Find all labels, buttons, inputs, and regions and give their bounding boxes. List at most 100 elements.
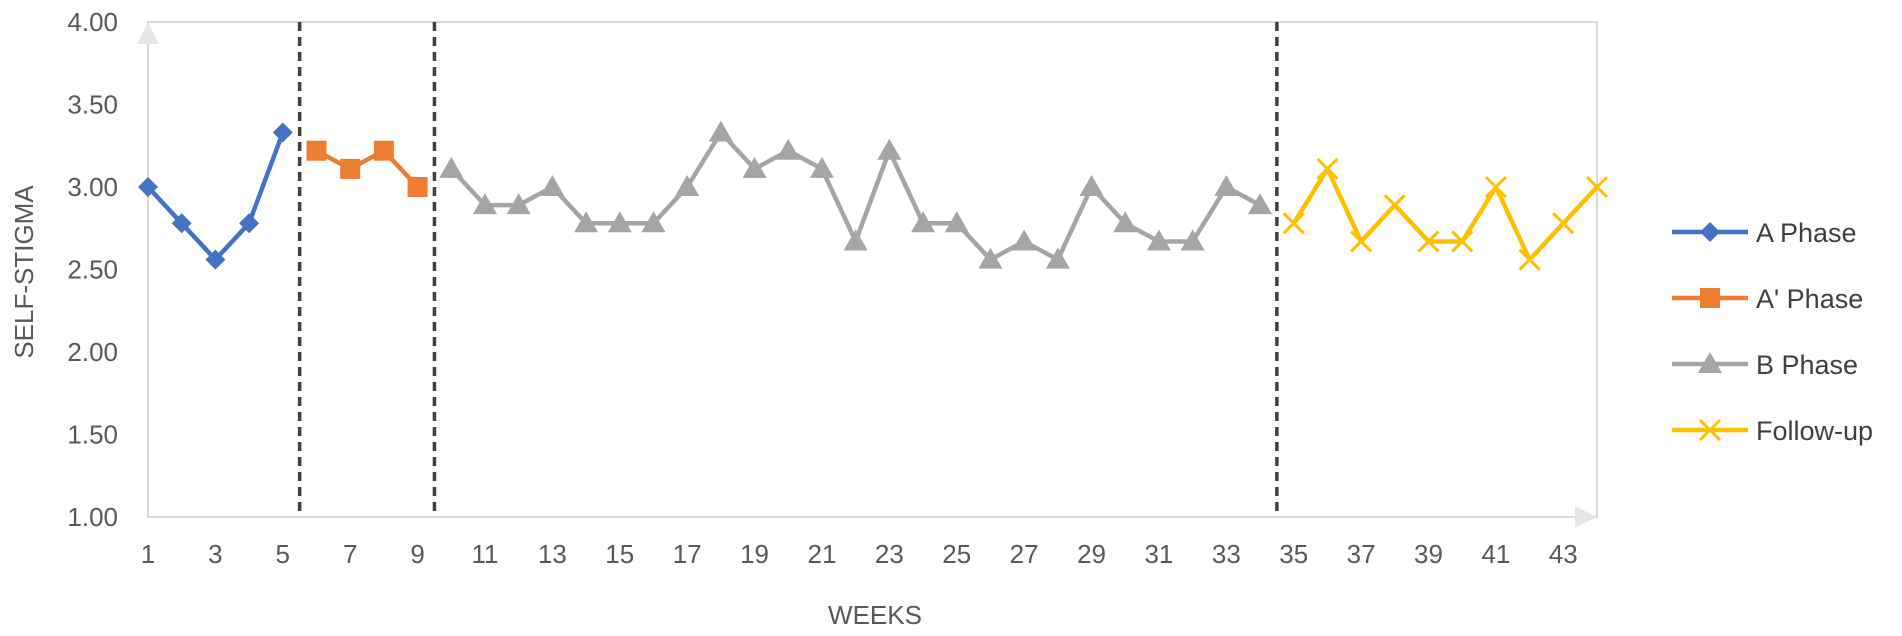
x-axis-title: WEEKS: [828, 600, 922, 630]
data-point: [306, 140, 327, 161]
y-axis-title: SELF-STIGMA: [9, 185, 39, 359]
x-tick-label: 43: [1549, 539, 1578, 569]
y-tick-label: 2.00: [67, 337, 118, 367]
legend: A Phase A' Phase B Phase Follow-up: [1672, 218, 1873, 446]
x-tick-label: 9: [410, 539, 424, 569]
phase-change-lines: [297, 22, 1279, 517]
x-tick-label: 19: [740, 539, 769, 569]
x-tick-label: 3: [208, 539, 222, 569]
data-point: [1350, 230, 1373, 253]
legend-item: Follow-up: [1672, 416, 1873, 446]
x-axis-arrowhead: [1575, 506, 1597, 528]
data-point: [607, 211, 632, 233]
data-point: [742, 156, 767, 178]
data-point: [776, 138, 801, 160]
data-point: [978, 247, 1003, 269]
y-axis-arrowhead: [137, 22, 159, 44]
series-line: [1291, 166, 1599, 262]
series-layer: [138, 120, 1609, 271]
data-point: [1012, 229, 1037, 251]
plot-area: [137, 21, 1598, 528]
x-tick-label: 1: [141, 539, 155, 569]
y-tick-label: 1.50: [67, 420, 118, 450]
series-line: [315, 148, 420, 189]
x-tick-label: 29: [1077, 539, 1106, 569]
x-tick-label: 17: [673, 539, 702, 569]
series-1: [306, 140, 428, 197]
data-point: [439, 156, 464, 178]
legend-marker: [1698, 352, 1722, 373]
data-point: [1316, 157, 1339, 180]
data-point: [1282, 212, 1305, 235]
y-axis-tick-labels: 1.00 1.50 2.00 2.50 3.00 3.50 4.00: [67, 7, 118, 532]
x-tick-label: 41: [1481, 539, 1510, 569]
x-tick-label: 27: [1010, 539, 1039, 569]
data-point: [1417, 230, 1440, 253]
x-tick-label: 13: [538, 539, 567, 569]
data-point: [1451, 230, 1474, 253]
x-tick-label: 21: [807, 539, 836, 569]
data-point: [1383, 194, 1406, 217]
data-point: [641, 211, 666, 233]
series-2: [439, 120, 1273, 269]
data-point: [877, 138, 902, 160]
data-point: [540, 175, 565, 196]
data-point: [506, 193, 531, 215]
data-point: [843, 229, 868, 251]
x-tick-label: 35: [1279, 539, 1308, 569]
legend-label: Follow-up: [1756, 416, 1873, 446]
x-tick-label: 11: [471, 539, 498, 569]
legend-item: A' Phase: [1672, 284, 1863, 314]
plot-border: [147, 21, 1598, 518]
data-point: [1484, 175, 1507, 199]
data-point: [1045, 247, 1070, 269]
data-point: [1248, 193, 1273, 215]
legend-label: A' Phase: [1756, 284, 1863, 314]
data-point: [472, 193, 497, 215]
data-point: [1180, 229, 1205, 251]
data-point: [138, 177, 158, 197]
x-tick-label: 15: [605, 539, 634, 569]
data-point: [1552, 212, 1575, 235]
data-point: [407, 177, 428, 197]
y-tick-label: 2.50: [67, 255, 118, 285]
data-point: [340, 158, 361, 179]
y-tick-label: 3.50: [67, 90, 118, 120]
data-point: [1113, 211, 1138, 233]
x-tick-label: 23: [875, 539, 904, 569]
legend-label: B Phase: [1756, 350, 1858, 380]
data-point: [272, 122, 293, 143]
legend-marker: [1700, 288, 1720, 308]
series-3: [1282, 157, 1609, 271]
data-point: [1146, 229, 1171, 251]
data-point: [911, 211, 936, 233]
x-tick-label: 7: [343, 539, 357, 569]
legend-label: A Phase: [1756, 218, 1857, 248]
data-point: [239, 213, 260, 234]
data-point: [944, 211, 969, 233]
x-tick-label: 31: [1144, 539, 1173, 569]
data-point: [373, 140, 394, 161]
x-tick-label: 39: [1414, 539, 1443, 569]
data-point: [205, 249, 226, 270]
data-point: [574, 211, 599, 233]
y-tick-label: 1.00: [67, 502, 118, 532]
data-point: [809, 156, 834, 178]
legend-marker: [1700, 222, 1720, 242]
data-point: [708, 120, 733, 142]
y-tick-label: 3.00: [67, 172, 118, 202]
data-point: [1214, 175, 1239, 196]
data-point: [1079, 175, 1104, 196]
data-point: [171, 213, 192, 234]
legend-marker: [1698, 418, 1722, 442]
data-point: [1585, 175, 1609, 199]
series-0: [138, 122, 293, 270]
x-tick-label: 37: [1347, 539, 1376, 569]
x-axis-tick-labels: 1 3 5 7 9 11 13 15 17 19 21 23 25 27 29 31 33 35 37 39 41 43: [141, 539, 1578, 569]
data-point: [675, 175, 700, 196]
legend-item: A Phase: [1672, 218, 1857, 248]
y-tick-label: 4.00: [67, 7, 118, 37]
data-point: [1518, 248, 1541, 271]
x-tick-label: 33: [1212, 539, 1241, 569]
